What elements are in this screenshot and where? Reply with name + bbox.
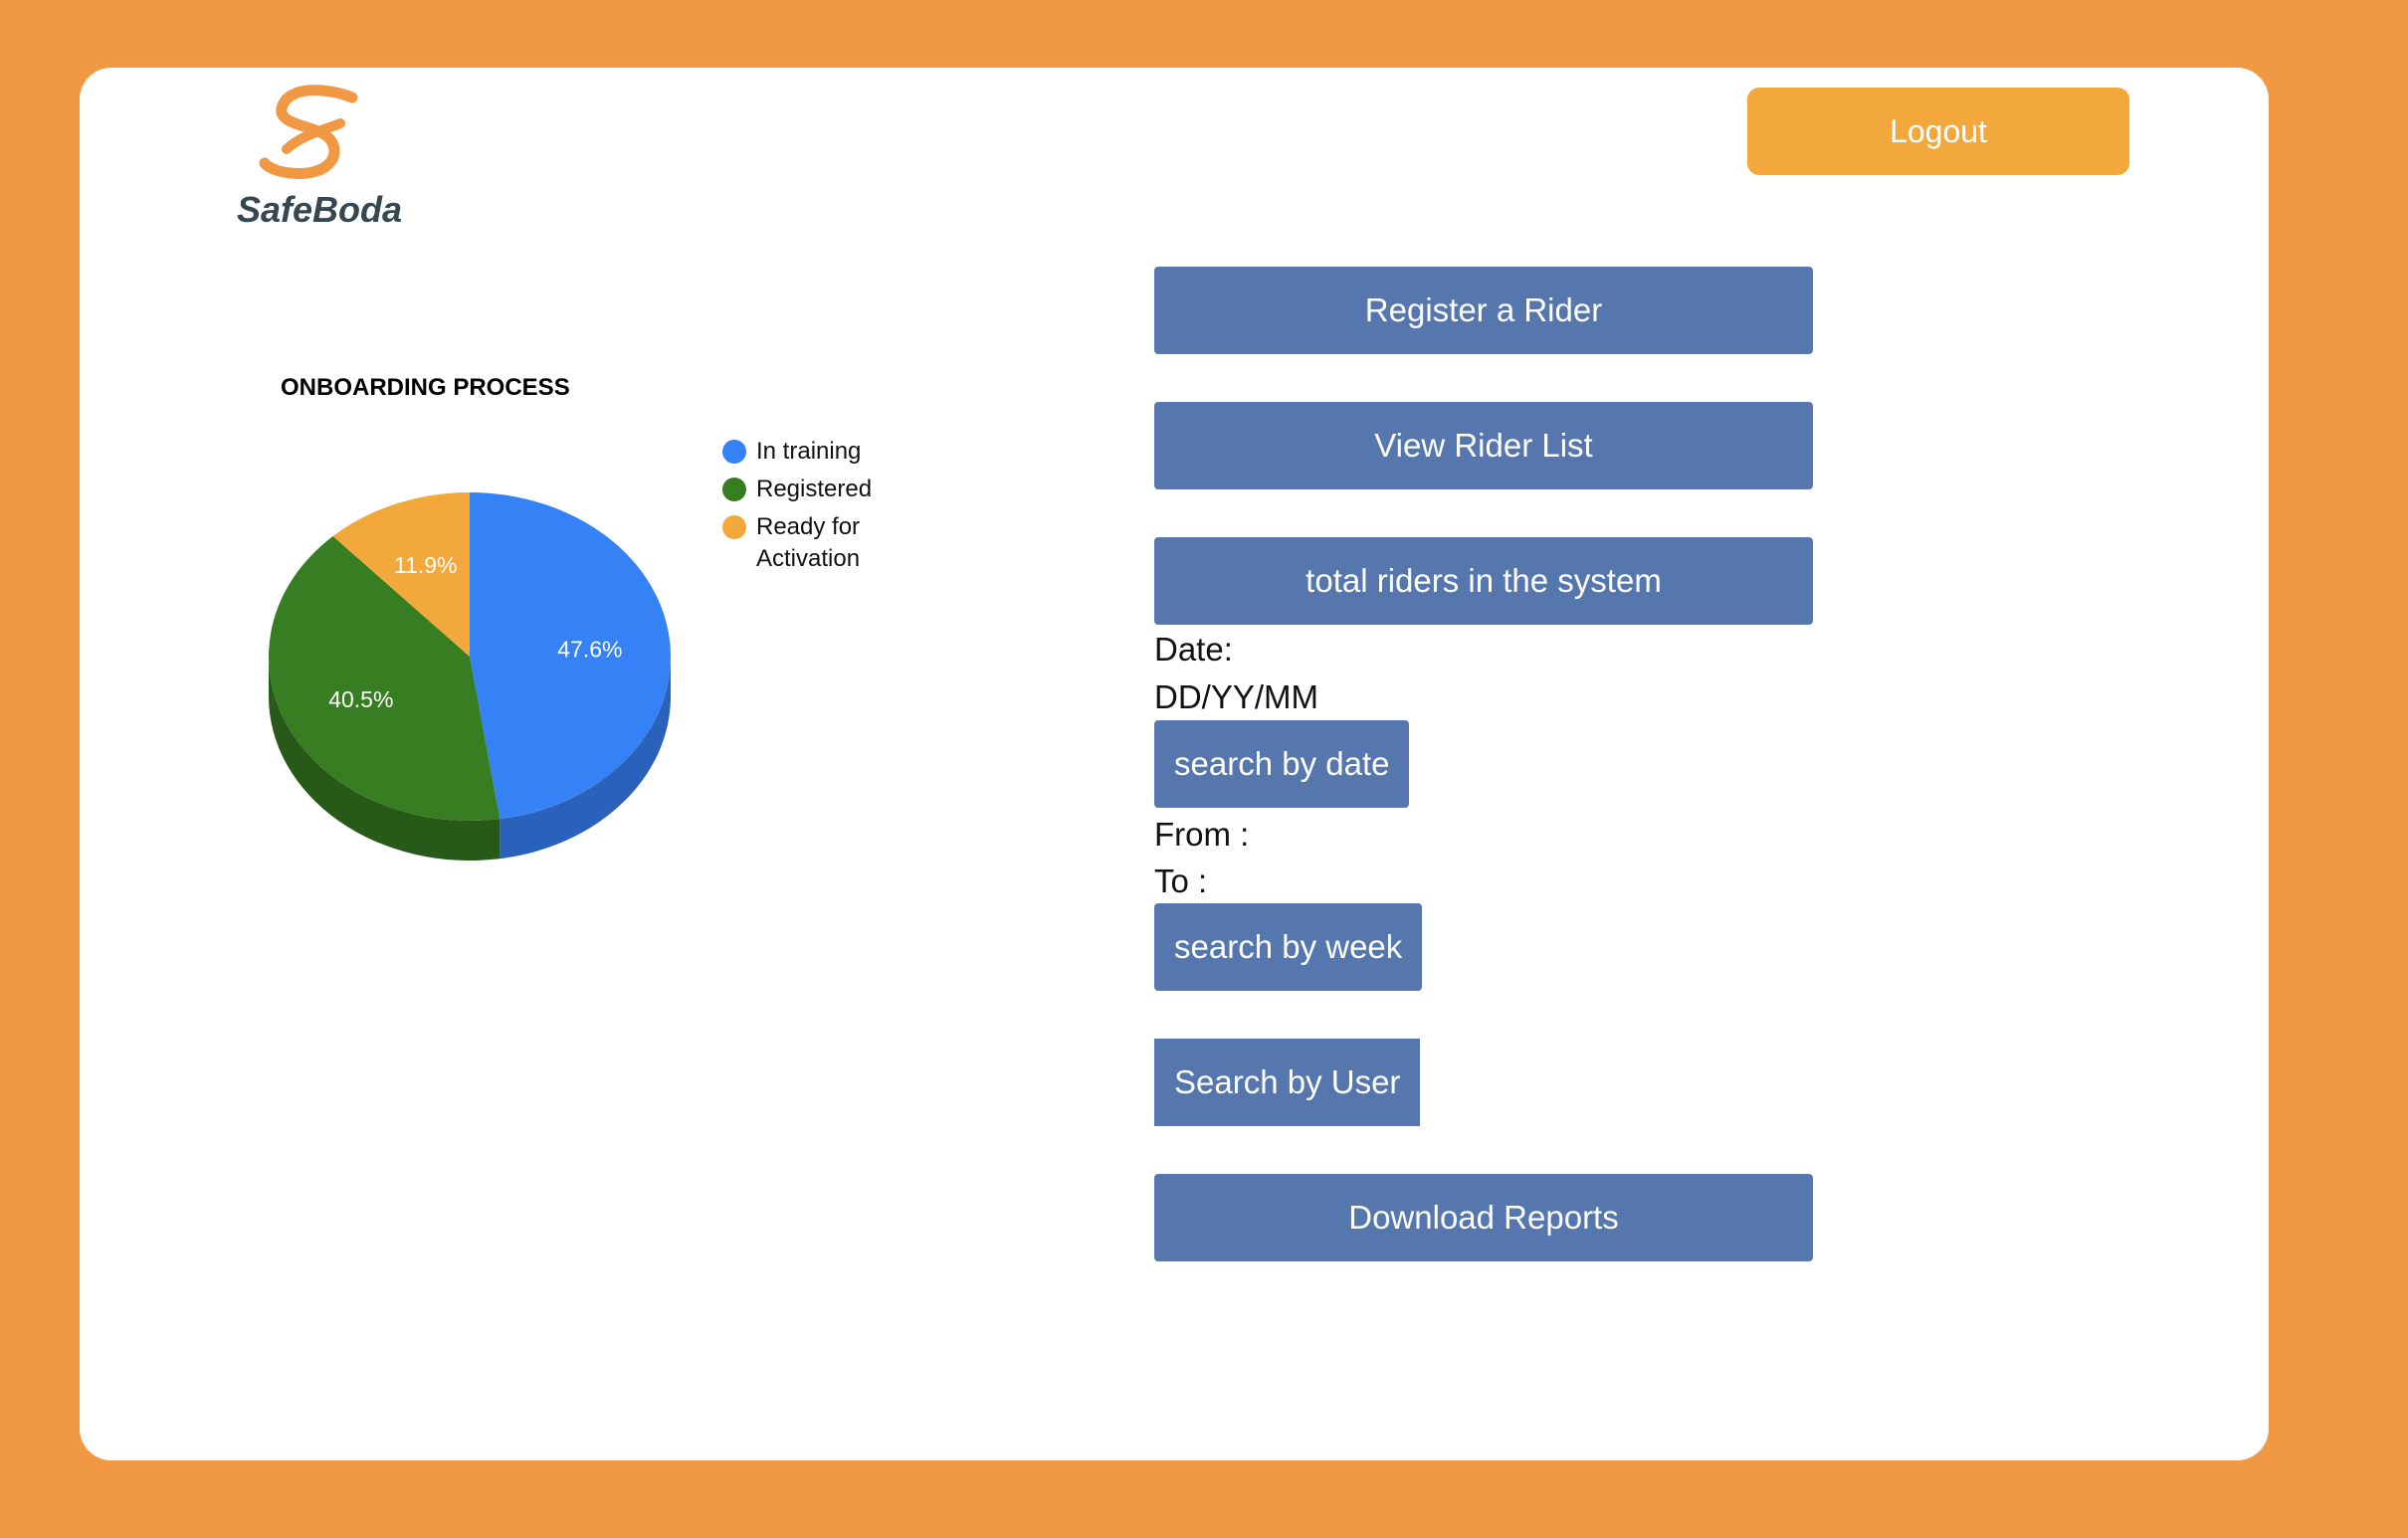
legend-label: In training <box>756 438 862 465</box>
pie-slice-side <box>269 657 501 861</box>
pie-slice-side <box>500 657 671 860</box>
search-by-date-button[interactable]: search by date <box>1154 720 1410 808</box>
legend-label: Ready for Activation <box>756 513 861 572</box>
total-riders-button[interactable]: total riders in the system <box>1154 537 1813 625</box>
onboarding-pie-chart: 47.6% 40.5% 11.9% <box>269 492 671 861</box>
view-rider-list-button[interactable]: View Rider List <box>1154 402 1813 489</box>
legend-swatch <box>722 478 746 501</box>
pie-data-label: 47.6% <box>557 637 622 663</box>
from-label: From : <box>1154 816 1250 853</box>
logout-button[interactable]: Logout <box>1747 88 2129 175</box>
legend-swatch <box>722 515 746 539</box>
pie-slice-in-training <box>470 492 671 820</box>
register-rider-button[interactable]: Register a Rider <box>1154 267 1813 354</box>
date-label: Date: <box>1154 631 1233 668</box>
safeboda-s-logo-icon <box>259 85 358 179</box>
date-format-field[interactable]: DD/YY/MM <box>1154 678 1318 715</box>
pie-data-label: 40.5% <box>328 686 393 712</box>
search-by-user-button[interactable]: Search by User <box>1154 1039 1421 1126</box>
chart-title: ONBOARDING PROCESS <box>281 374 570 401</box>
search-by-week-button[interactable]: search by week <box>1154 903 1423 991</box>
download-reports-button[interactable]: Download Reports <box>1154 1174 1813 1261</box>
legend-swatch <box>722 440 746 464</box>
brand-name: SafeBoda <box>237 189 403 230</box>
pie-slice-registered <box>269 536 501 821</box>
brand-logo: SafeBoda <box>237 84 402 233</box>
pie-data-label: 11.9% <box>394 552 458 578</box>
legend-label: Registered <box>756 476 873 502</box>
to-label: To : <box>1154 863 1208 899</box>
pie-slice-ready-for-activation <box>332 492 470 657</box>
